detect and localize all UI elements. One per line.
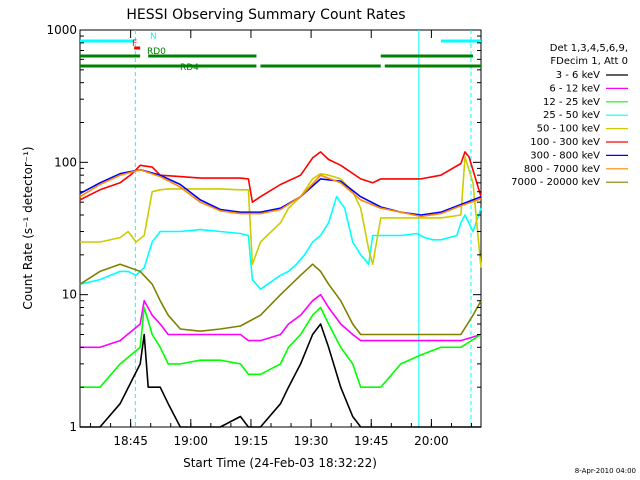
x-tick-label-4: 19:45 — [354, 434, 389, 448]
legend-label-7: 800 - 7000 keV — [524, 164, 600, 175]
series-line-5 — [79, 151, 482, 203]
x-tick-label-3: 19:30 — [294, 434, 329, 448]
legend-label-2: 12 - 25 keV — [543, 97, 600, 108]
flag-label-f: F — [132, 39, 137, 49]
legend-label-3: 25 - 50 keV — [543, 110, 600, 121]
y-tick-label-0: 1 — [69, 420, 77, 434]
x-tick-label-1: 19:00 — [173, 434, 208, 448]
legend-label-5: 100 - 300 keV — [530, 137, 600, 148]
y-tick-label-3: 1000 — [46, 23, 77, 37]
legend-header-1: FDecim 1, Att 0 — [550, 56, 628, 67]
x-tick-label-5: 20:00 — [414, 434, 449, 448]
chart-title: HESSI Observing Summary Count Rates — [126, 7, 405, 23]
legend-label-4: 50 - 100 keV — [537, 124, 601, 135]
series-line-3 — [79, 195, 482, 291]
series-line-4 — [80, 156, 482, 268]
series-line-6 — [79, 168, 482, 216]
x-axis-label: Start Time (24-Feb-03 18:32:22) — [183, 456, 377, 470]
flag-label-n: N — [150, 32, 157, 42]
y-tick-label-2: 100 — [54, 155, 77, 169]
legend-header-0: Det 1,3,4,5,6,9, — [550, 43, 628, 54]
legend-label-6: 300 - 800 keV — [530, 150, 600, 161]
plot-area: N F RD0 RD4 — [79, 30, 482, 428]
y-tick-label-1: 10 — [62, 288, 77, 302]
series-line-1 — [80, 293, 482, 349]
x-tick-label-2: 19:15 — [234, 434, 269, 448]
flag-label-rd4: RD4 — [180, 63, 199, 73]
legend-label-1: 6 - 12 keV — [549, 83, 600, 94]
series-line-7 — [79, 168, 482, 218]
series-line-0 — [80, 323, 481, 428]
legend-label-0: 3 - 6 keV — [556, 70, 600, 81]
legend-label-8: 7000 - 20000 keV — [511, 177, 600, 188]
series-line-8 — [79, 263, 482, 336]
series-line-2 — [80, 306, 482, 389]
y-axis-label: Count Rate (s⁻¹ detector⁻¹) — [21, 146, 35, 309]
legend: Det 1,3,4,5,6,9, FDecim 1, Att 0 3 - 6 keV… — [511, 43, 628, 188]
axes: 18:45 19:00 19:15 19:30 19:45 20:00 1 10 100 1000 — [46, 23, 481, 448]
footer-date: 8-Apr-2010 04:00 — [575, 467, 636, 475]
x-tick-label-0: 18:45 — [113, 434, 148, 448]
plot-frame — [79, 29, 482, 428]
flag-label-rd0: RD0 — [147, 47, 166, 57]
